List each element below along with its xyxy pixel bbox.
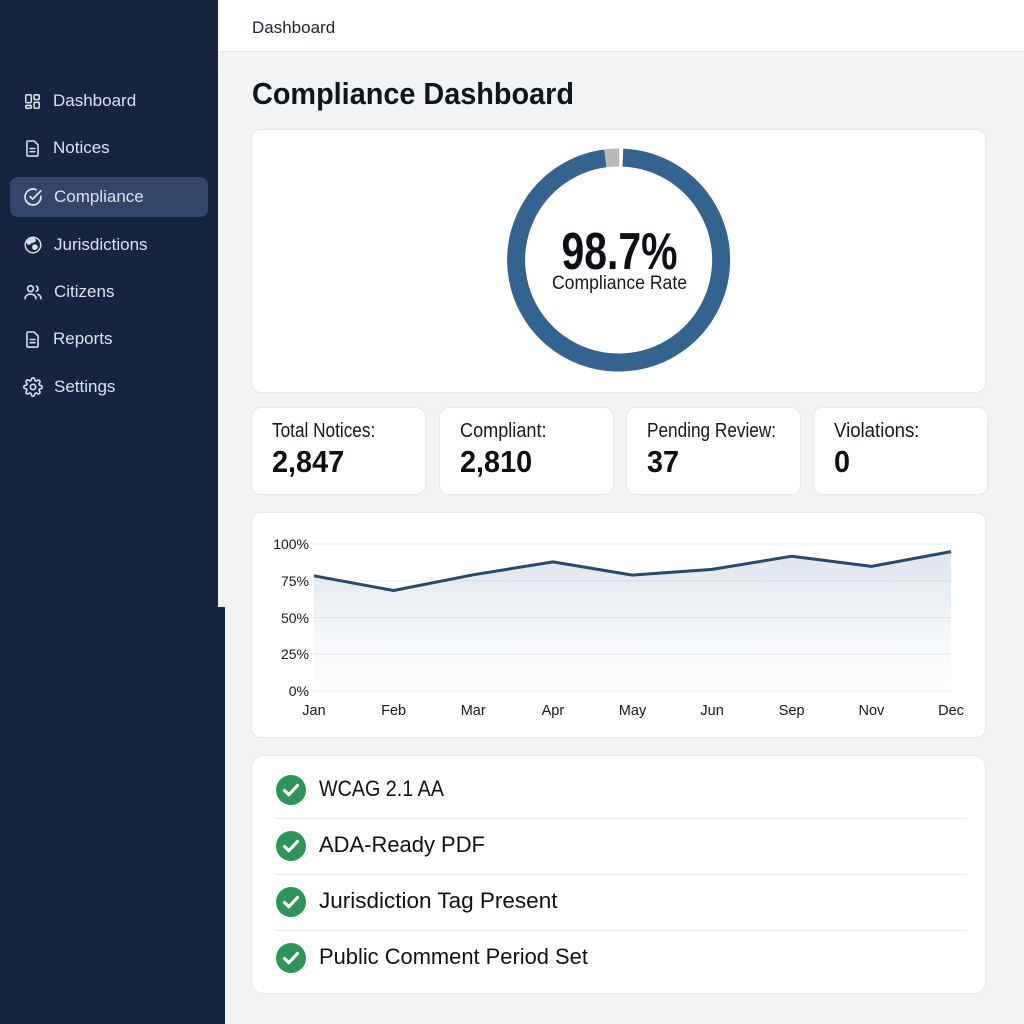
svg-text:Apr: Apr	[542, 703, 565, 719]
svg-text:Nov: Nov	[859, 703, 886, 719]
svg-text:25%: 25%	[281, 646, 309, 662]
svg-text:50%: 50%	[281, 610, 309, 626]
svg-text:Mar: Mar	[461, 703, 486, 719]
svg-text:Dec: Dec	[938, 703, 964, 719]
svg-text:May: May	[619, 703, 647, 719]
svg-text:100%: 100%	[273, 536, 309, 552]
svg-text:Jan: Jan	[302, 703, 325, 719]
svg-text:Feb: Feb	[381, 703, 406, 719]
svg-text:Jun: Jun	[700, 703, 723, 719]
svg-text:0%: 0%	[289, 683, 309, 699]
svg-text:75%: 75%	[281, 573, 309, 589]
svg-text:Sep: Sep	[779, 703, 805, 719]
